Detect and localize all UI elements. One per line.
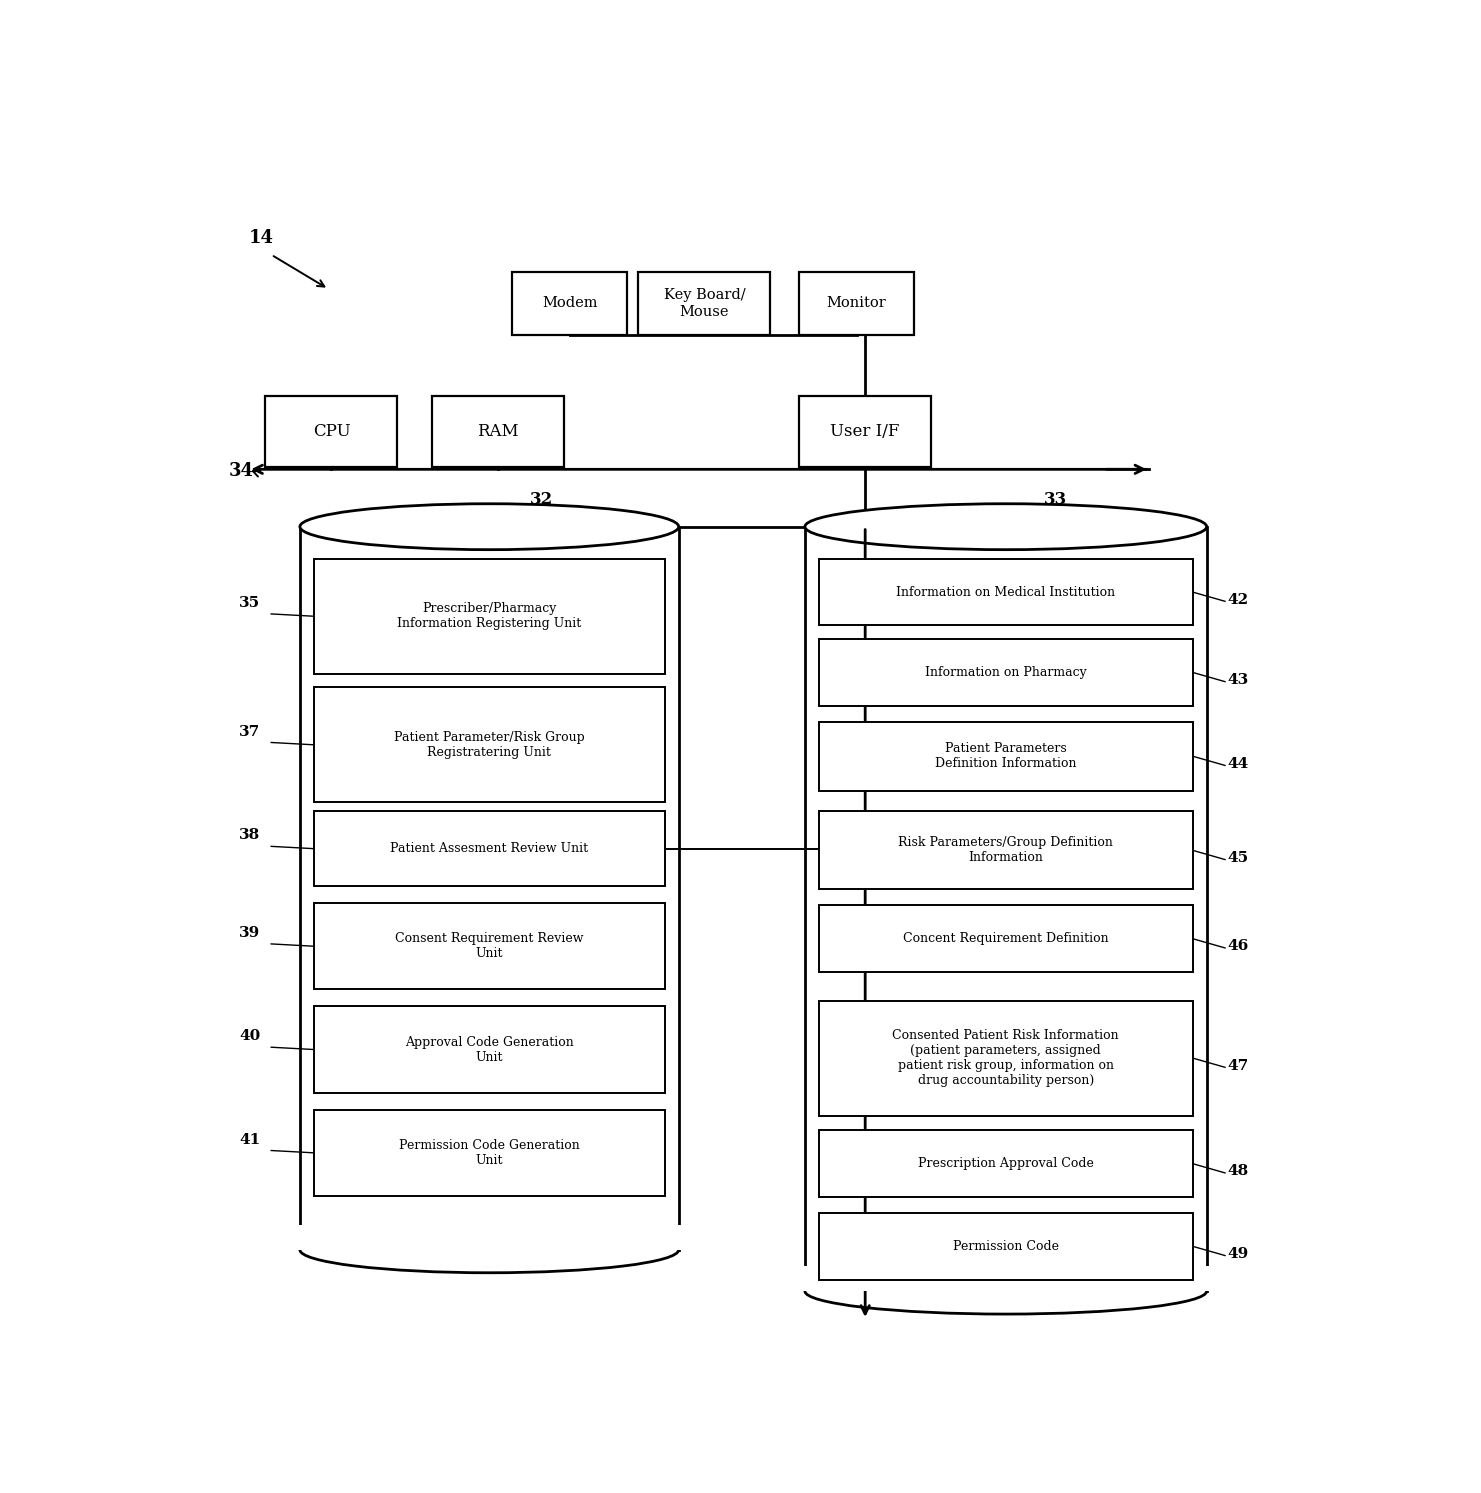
- Bar: [800, 272, 914, 334]
- Text: Permission Code Generation
Unit: Permission Code Generation Unit: [398, 1139, 579, 1168]
- Text: Concent Requirement Definition: Concent Requirement Definition: [903, 932, 1109, 945]
- Bar: [819, 1000, 1192, 1115]
- Text: 35: 35: [238, 596, 261, 611]
- Text: CPU: CPU: [312, 423, 351, 440]
- Text: 43: 43: [1228, 673, 1248, 687]
- Text: Permission Code: Permission Code: [952, 1239, 1059, 1253]
- Bar: [819, 811, 1192, 890]
- Text: Approval Code Generation
Unit: Approval Code Generation Unit: [404, 1036, 573, 1063]
- Text: 32: 32: [530, 491, 552, 508]
- Bar: [803, 1266, 1208, 1291]
- Text: Consented Patient Risk Information
(patient parameters, assigned
patient risk gr: Consented Patient Risk Information (pati…: [893, 1029, 1120, 1087]
- Text: 33: 33: [1044, 491, 1066, 508]
- Text: 14: 14: [249, 230, 274, 248]
- Text: 44: 44: [1228, 757, 1248, 770]
- Text: 45: 45: [1228, 851, 1248, 864]
- Bar: [265, 396, 397, 467]
- Text: 41: 41: [238, 1133, 261, 1147]
- Bar: [314, 811, 665, 885]
- Bar: [314, 1006, 665, 1093]
- Text: Patient Parameters
Definition Information: Patient Parameters Definition Informatio…: [935, 742, 1077, 770]
- Text: Key Board/
Mouse: Key Board/ Mouse: [663, 288, 745, 318]
- Bar: [819, 639, 1192, 706]
- Text: Monitor: Monitor: [826, 297, 887, 311]
- Text: Prescriber/Pharmacy
Information Registering Unit: Prescriber/Pharmacy Information Register…: [397, 602, 582, 630]
- Text: 39: 39: [238, 926, 261, 941]
- Text: Consent Requirement Review
Unit: Consent Requirement Review Unit: [395, 932, 584, 960]
- Ellipse shape: [301, 1227, 678, 1272]
- Text: 40: 40: [238, 1029, 261, 1044]
- Text: User I/F: User I/F: [831, 423, 900, 440]
- Bar: [314, 1109, 665, 1196]
- Text: 48: 48: [1228, 1165, 1248, 1178]
- Ellipse shape: [806, 503, 1207, 549]
- Text: 47: 47: [1228, 1059, 1248, 1072]
- Bar: [314, 558, 665, 673]
- Bar: [819, 1214, 1192, 1280]
- Bar: [819, 1130, 1192, 1197]
- Ellipse shape: [301, 503, 678, 549]
- Bar: [298, 1224, 681, 1250]
- Text: 42: 42: [1228, 593, 1248, 606]
- Bar: [512, 272, 626, 334]
- Text: Risk Parameters/Group Definition
Information: Risk Parameters/Group Definition Informa…: [899, 836, 1114, 864]
- Text: 46: 46: [1228, 939, 1248, 953]
- Text: Patient Parameter/Risk Group
Registratering Unit: Patient Parameter/Risk Group Registrater…: [394, 730, 585, 758]
- Bar: [314, 903, 665, 990]
- Bar: [800, 396, 932, 467]
- Bar: [314, 687, 665, 802]
- Ellipse shape: [806, 1268, 1207, 1314]
- Text: 34: 34: [228, 463, 253, 481]
- Bar: [819, 905, 1192, 972]
- Text: 37: 37: [238, 724, 261, 739]
- Text: Prescription Approval Code: Prescription Approval Code: [918, 1157, 1094, 1171]
- Text: 49: 49: [1228, 1247, 1248, 1260]
- Bar: [819, 558, 1192, 626]
- Bar: [638, 272, 770, 334]
- Text: Patient Assesment Review Unit: Patient Assesment Review Unit: [390, 842, 588, 855]
- Bar: [432, 396, 564, 467]
- Text: Modem: Modem: [542, 297, 597, 311]
- Text: Information on Pharmacy: Information on Pharmacy: [926, 666, 1087, 679]
- Text: Information on Medical Institution: Information on Medical Institution: [896, 585, 1115, 599]
- Bar: [819, 721, 1192, 791]
- Text: RAM: RAM: [477, 423, 518, 440]
- Text: 38: 38: [238, 829, 261, 842]
